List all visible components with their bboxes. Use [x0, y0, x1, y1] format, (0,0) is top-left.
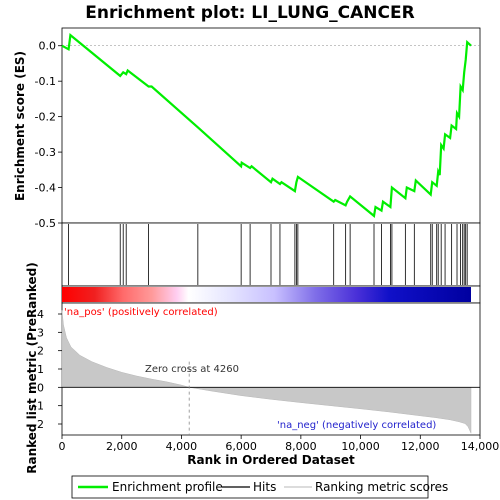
legend-label-enrichment: Enrichment profile [112, 480, 223, 494]
es-y-axis-label: Enrichment score (ES) [13, 51, 27, 201]
x-tick-label: 8,000 [285, 440, 317, 453]
x-axis-label: Rank in Ordered Dataset [187, 453, 355, 467]
x-tick-label: 0 [59, 440, 66, 453]
metric-tick-label: 4 [37, 308, 44, 321]
enrichment-profile-line [61, 32, 472, 218]
metric-tick-label: -2 [33, 418, 44, 431]
x-tick-label: 6,000 [225, 440, 257, 453]
metric-tick-label: 0 [37, 381, 44, 394]
zero-cross-label: Zero cross at 4260 [145, 364, 239, 375]
metric-y-axis: 4 3 2 1 0 -1 -2 [33, 308, 62, 431]
positive-label: 'na_pos' (positively correlated) [64, 307, 218, 318]
x-tick-label: 2,000 [106, 440, 138, 453]
legend: Enrichment profile Hits Ranking metric s… [71, 475, 448, 499]
ranking-metric-area [61, 310, 472, 434]
es-panel [61, 27, 481, 224]
x-axis: 0 2,000 4,000 6,000 8,000 10,000 12,000 14,000 [59, 435, 500, 453]
es-tick-label: -0.3 [35, 146, 56, 159]
x-tick-label: 12,000 [401, 440, 440, 453]
ranking-color-bar [62, 287, 471, 302]
es-y-axis: 0.0 -0.1 -0.2 -0.3 -0.4 -0.5 [35, 40, 62, 230]
legend-label-hits: Hits [253, 480, 276, 494]
es-tick-label: -0.1 [35, 75, 56, 88]
metric-tick-label: 3 [37, 326, 44, 339]
es-tick-label: -0.5 [35, 217, 56, 230]
negative-label: 'na_neg' (negatively correlated) [277, 420, 436, 431]
es-tick-label: -0.2 [35, 111, 56, 124]
x-tick-label: 4,000 [166, 440, 198, 453]
es-tick-label: -0.4 [35, 182, 56, 195]
es-tick-label: 0.0 [39, 40, 57, 53]
hit-marks [68, 224, 468, 285]
metric-y-axis-label: Ranked list metric (PreRanked) [25, 262, 39, 474]
metric-tick-label: -1 [33, 400, 44, 413]
metric-tick-label: 1 [37, 363, 44, 376]
x-tick-label: 10,000 [341, 440, 380, 453]
chart-title: Enrichment plot: LI_LUNG_CANCER [85, 3, 414, 23]
x-tick-label: 14,000 [461, 440, 500, 453]
legend-label-ranking: Ranking metric scores [315, 480, 448, 494]
metric-tick-label: 2 [37, 345, 44, 358]
